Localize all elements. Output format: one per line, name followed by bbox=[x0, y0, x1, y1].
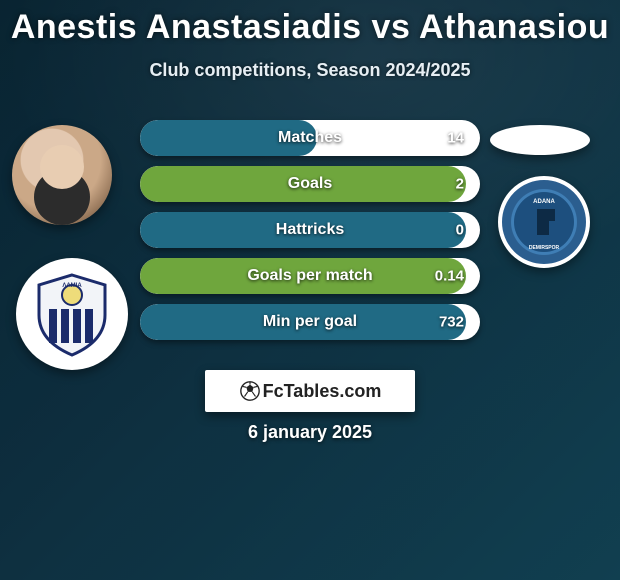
brand-text: FcTables.com bbox=[263, 381, 382, 402]
stat-value: 14 bbox=[447, 130, 464, 147]
stat-value: 2 bbox=[456, 176, 464, 193]
stats-pill-stack: Matches 14 Goals 2 Hattricks 0 Goals per match… bbox=[140, 120, 480, 350]
subtitle: Club competitions, Season 2024/2025 bbox=[0, 60, 620, 81]
stat-value: 0 bbox=[456, 222, 464, 239]
stat-value: 0.14 bbox=[435, 268, 464, 285]
shield-icon: ΛΑΜΙΑ bbox=[27, 269, 117, 359]
stat-pill: Goals 2 bbox=[140, 166, 480, 202]
stat-pill: Hattricks 0 bbox=[140, 212, 480, 248]
player-avatar-left bbox=[12, 125, 112, 225]
comparison-infographic: Anestis Anastasiadis vs Athanasiou Club … bbox=[0, 0, 620, 580]
brand-logo[interactable]: FcTables.com bbox=[205, 370, 415, 412]
stat-label: Hattricks bbox=[276, 221, 344, 239]
svg-text:ΛΑΜΙΑ: ΛΑΜΙΑ bbox=[62, 283, 82, 289]
stat-label: Goals bbox=[288, 175, 332, 193]
date-label: 6 january 2025 bbox=[0, 422, 620, 443]
svg-text:ADANA: ADANA bbox=[533, 199, 555, 205]
stat-pill: Min per goal 732 bbox=[140, 304, 480, 340]
page-title: Anestis Anastasiadis vs Athanasiou bbox=[0, 8, 620, 47]
club-right-icon: ADANA DEMIRSPOR bbox=[509, 187, 579, 257]
player-avatar-right bbox=[490, 125, 590, 155]
stat-label: Matches bbox=[278, 129, 342, 147]
stat-value: 732 bbox=[439, 314, 464, 331]
svg-text:DEMIRSPOR: DEMIRSPOR bbox=[529, 245, 560, 251]
soccer-ball-icon bbox=[239, 380, 261, 402]
club-badge-left: ΛΑΜΙΑ bbox=[16, 258, 128, 370]
stat-label: Goals per match bbox=[247, 267, 372, 285]
stat-label: Min per goal bbox=[263, 313, 357, 331]
club-badge-right: ADANA DEMIRSPOR bbox=[498, 176, 590, 268]
stat-pill: Matches 14 bbox=[140, 120, 480, 156]
stat-pill: Goals per match 0.14 bbox=[140, 258, 480, 294]
